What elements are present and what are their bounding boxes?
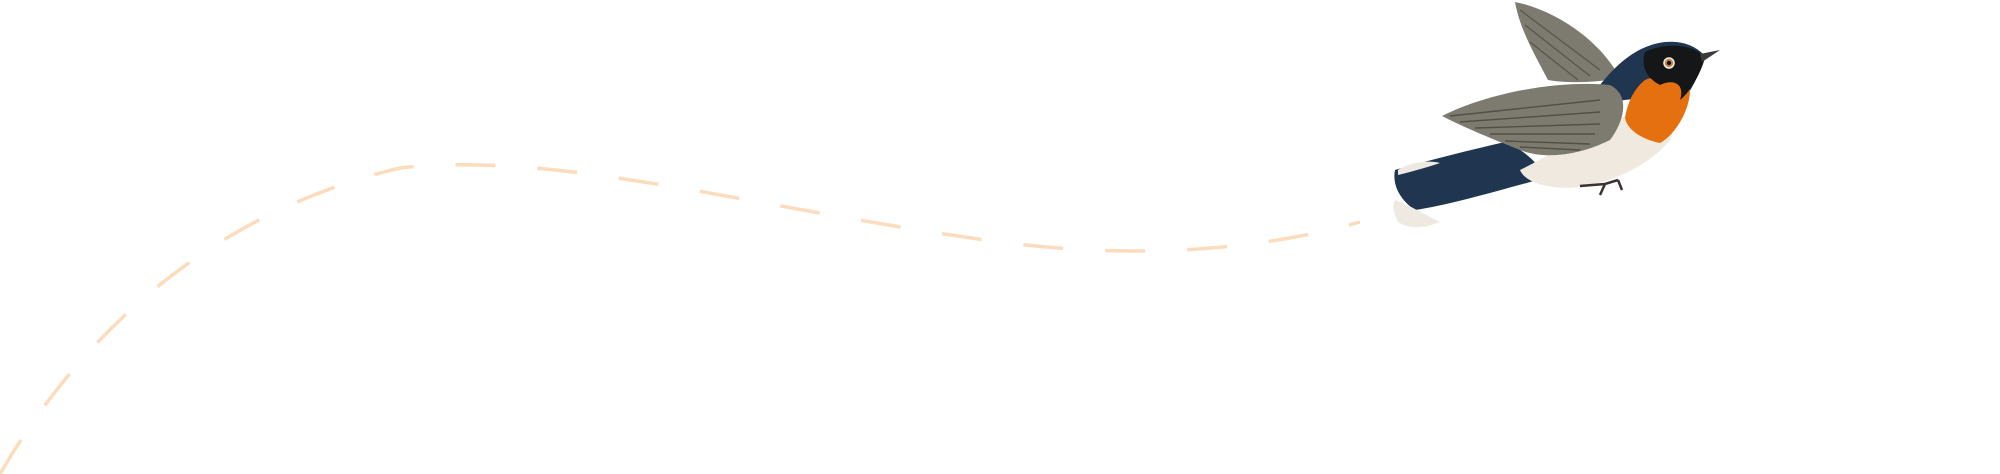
bird-tail-tips xyxy=(1393,161,1440,228)
bird-pupil xyxy=(1666,60,1672,66)
bird-illustration xyxy=(1393,2,1720,228)
wing-feather-lines xyxy=(1449,99,1601,151)
bird-near-wing xyxy=(1442,83,1624,156)
bird-feet xyxy=(1579,178,1624,196)
bird-mask xyxy=(1643,45,1705,100)
bird-upper-wing xyxy=(1515,2,1620,83)
dashed-flight-path xyxy=(0,162,1361,474)
bird-throat xyxy=(1625,74,1690,143)
bird-beak xyxy=(1700,50,1720,62)
bird-tail xyxy=(1394,142,1545,210)
